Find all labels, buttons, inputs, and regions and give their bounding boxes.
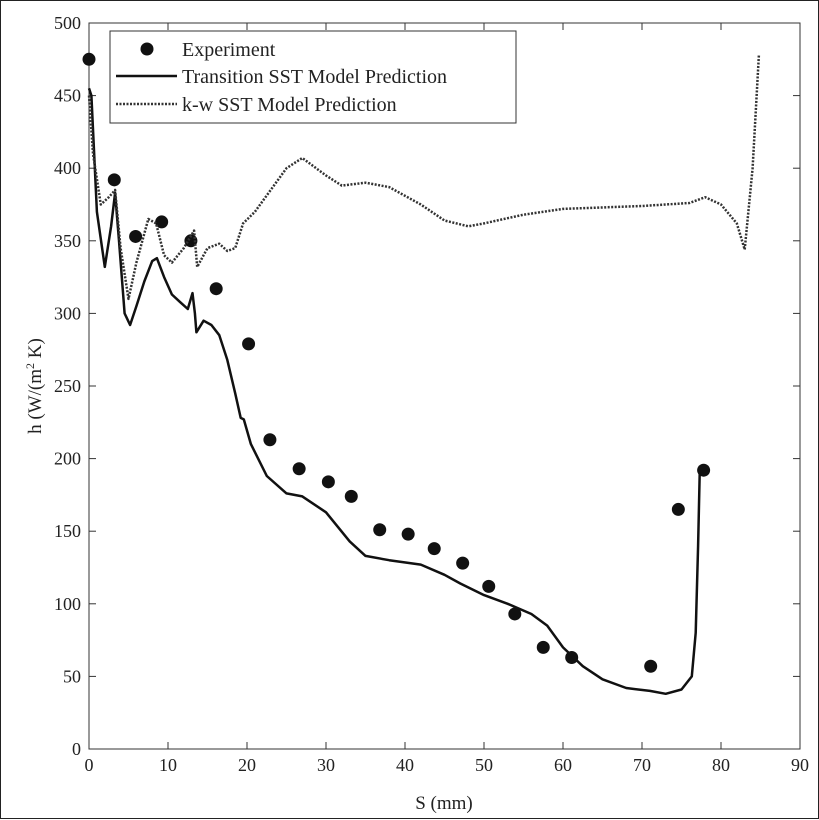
x-axis-label: S (mm) [415, 793, 473, 814]
series-line-transition-sst-model-prediction [87, 87, 701, 696]
data-point-experiment [209, 282, 223, 296]
legend: Experiment Transition SST Model Predicti… [109, 30, 517, 124]
y-tick-label: 0 [72, 739, 81, 759]
x-tick-label: 90 [791, 755, 809, 775]
x-tick-label: 10 [159, 755, 177, 775]
data-point-experiment [292, 462, 306, 476]
data-point-experiment [263, 433, 277, 447]
y-tick-label: 300 [54, 303, 81, 323]
y-tick-label: 400 [54, 158, 81, 178]
series-line-k-w-sst-model-prediction [87, 54, 761, 301]
y-tick-label: 200 [54, 449, 81, 469]
data-point-experiment [401, 527, 415, 541]
x-tick-label: 30 [317, 755, 335, 775]
y-tick-label: 150 [54, 521, 81, 541]
data-point-experiment [671, 502, 685, 516]
x-tick-label: 40 [396, 755, 414, 775]
legend-marker-experiment [140, 42, 154, 56]
y-tick-label: 450 [54, 86, 81, 106]
x-tick-label: 0 [85, 755, 94, 775]
y-tick-label: 250 [54, 376, 81, 396]
data-point-experiment [321, 475, 335, 489]
y-tick-label: 350 [54, 231, 81, 251]
x-tick-label: 80 [712, 755, 730, 775]
x-tick-label: 60 [554, 755, 572, 775]
data-point-experiment [344, 489, 358, 503]
data-point-experiment [508, 607, 522, 621]
data-point-experiment [242, 337, 256, 351]
legend-box [109, 30, 517, 124]
x-tick-label: 50 [475, 755, 493, 775]
legend-label-experiment: Experiment [182, 39, 276, 61]
data-point-experiment [644, 659, 658, 673]
data-point-experiment [373, 523, 387, 537]
legend-label-transition: Transition SST Model Prediction [182, 66, 447, 88]
data-point-experiment [536, 640, 550, 654]
x-tick-label: 70 [633, 755, 651, 775]
data-point-experiment [129, 229, 143, 243]
x-tick-label: 20 [238, 755, 256, 775]
y-tick-label: 50 [63, 666, 81, 686]
data-point-experiment [107, 173, 121, 187]
data-point-experiment [82, 52, 96, 66]
legend-label-kw: k-w SST Model Prediction [182, 94, 397, 116]
y-tick-label: 500 [54, 13, 81, 33]
data-point-experiment [155, 215, 169, 229]
axes-box [88, 22, 801, 750]
data-point-experiment [482, 579, 496, 593]
y-axis-label: h (W/(m2 K) [23, 338, 46, 434]
y-tick-label: 100 [54, 594, 81, 614]
data-point-experiment [456, 556, 470, 570]
data-point-experiment [427, 542, 441, 556]
